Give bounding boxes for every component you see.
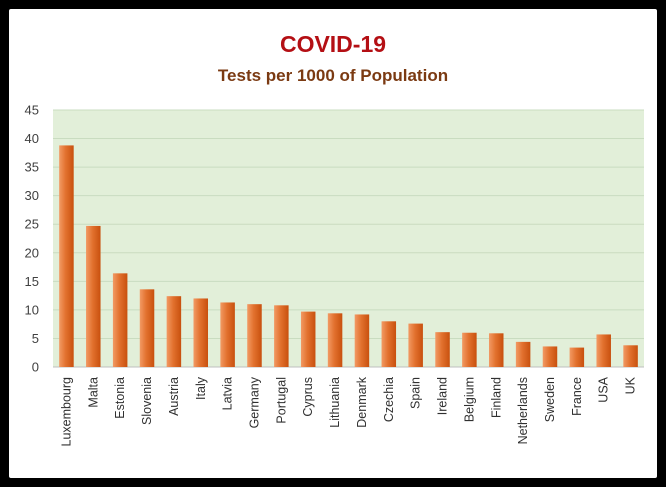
bar-malta (86, 225, 101, 367)
y-tick-label: 40 (25, 131, 39, 146)
bar-uk (623, 345, 638, 367)
x-tick-label: Portugal (274, 377, 288, 424)
bar-cyprus (300, 311, 316, 367)
x-tick-label: Finland (489, 377, 503, 418)
bar-spain (408, 323, 423, 367)
bar-finland (488, 333, 504, 367)
bar-latvia (220, 302, 235, 367)
y-tick-label: 15 (25, 274, 39, 289)
x-tick-label: Spain (409, 377, 423, 409)
y-tick-label: 45 (25, 103, 39, 118)
x-tick-label: Austria (167, 377, 181, 416)
bar-czechia (381, 321, 397, 367)
chart-frame: COVID-19 Tests per 1000 of Population 0 5… (9, 9, 657, 478)
x-tick-label: Belgium (462, 377, 476, 422)
y-tick-label: 35 (25, 160, 39, 175)
x-tick-label: Estonia (113, 377, 127, 419)
y-tick-label: 25 (25, 217, 39, 232)
x-tick-label: Lithuania (328, 377, 342, 428)
bar-luxembourg (59, 145, 74, 367)
bar-germany (247, 304, 262, 367)
x-tick-label: Czechia (382, 377, 396, 422)
chart-subtitle: Tests per 1000 of Population (217, 66, 449, 85)
x-tick-label: Ireland (436, 377, 450, 415)
chart-title: COVID-19 (279, 31, 387, 57)
bar-sweden (542, 346, 558, 367)
x-tick-label: Slovenia (140, 377, 154, 425)
y-tick-label: 5 (32, 331, 39, 346)
x-tick-label: Germany (247, 376, 261, 428)
y-tick-label: 20 (25, 245, 39, 260)
x-tick-label: Italy (194, 376, 208, 400)
x-tick-label: USA (597, 376, 611, 402)
y-tick-label: 10 (25, 302, 39, 317)
bar-france (569, 347, 585, 367)
bar-usa (596, 334, 611, 367)
x-tick-label: Latvia (221, 377, 235, 410)
x-tick-label: Denmark (355, 376, 369, 427)
x-tick-label: France (570, 377, 584, 416)
bar-ireland (435, 332, 450, 367)
x-tick-label: Cyprus (301, 377, 315, 417)
bar-austria (166, 296, 182, 367)
bar-belgium (462, 332, 477, 367)
x-tick-label: Netherlands (516, 377, 530, 444)
y-tick-label: 30 (25, 188, 39, 203)
y-tick-label: 0 (32, 360, 39, 375)
x-tick-label: Luxembourg (59, 377, 73, 447)
bar-netherlands (515, 341, 531, 367)
x-tick-label: Sweden (543, 377, 557, 422)
bar-estonia (112, 273, 128, 367)
bar-slovenia (139, 289, 155, 367)
bar-portugal (274, 305, 289, 367)
x-tick-label: Malta (86, 377, 100, 408)
bar-italy (193, 298, 209, 367)
bar-denmark (354, 314, 370, 367)
bar-lithuania (327, 313, 343, 367)
bar-chart: 0 5 10 15 20 25 30 35 40 45 Luxembourg Malta Estoni… (25, 103, 644, 447)
x-tick-label: UK (624, 376, 638, 394)
